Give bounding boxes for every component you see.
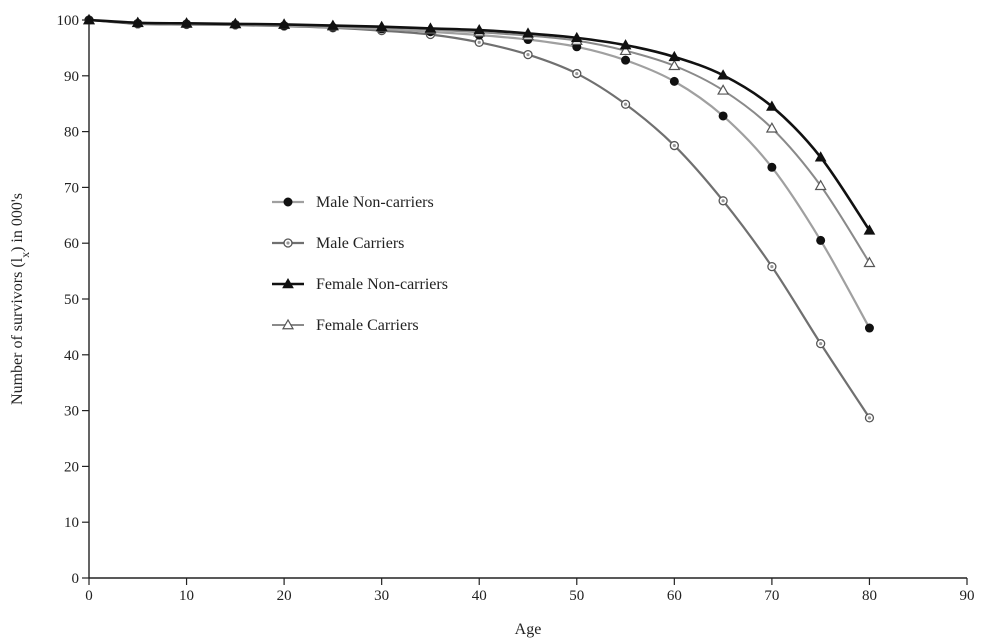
data-point-female-non-carriers	[814, 151, 827, 162]
series-female-carriers	[82, 13, 876, 268]
x-tick-label: 70	[764, 588, 779, 604]
legend-label: Male Non-carriers	[316, 194, 434, 211]
legend-marker-male-carriers-dot	[286, 241, 290, 245]
data-point-male-non-carriers	[767, 162, 777, 172]
x-tick-label: 60	[667, 588, 682, 604]
legend-marker-female-carriers	[281, 318, 295, 330]
data-point-male-non-carriers	[864, 323, 874, 333]
data-point-male-carriers	[620, 99, 631, 109]
data-point-male-carriers-dot	[623, 102, 628, 106]
data-point-male-carriers-dot	[770, 265, 774, 269]
data-point-male-non-carriers	[718, 111, 728, 121]
x-tick-label: 90	[960, 588, 975, 604]
series-female-non-carriers	[83, 13, 876, 235]
data-point-male-carriers-dot	[575, 71, 579, 76]
y-axis-title-pre: Number of survivors (l	[9, 257, 26, 405]
x-tick-label: 80	[862, 588, 877, 604]
data-point-male-carriers	[816, 338, 826, 349]
data-point-male-carriers-dot	[526, 52, 530, 57]
y-tick-label: 80	[64, 125, 79, 141]
data-point-male-non-carriers	[669, 76, 679, 86]
data-point-female-carriers	[668, 59, 681, 71]
y-axis-title-post: ) in 000's	[9, 193, 26, 252]
data-point-male-non-carriers	[816, 235, 826, 245]
y-axis-title-sub: x	[18, 252, 32, 258]
data-point-female-non-carriers	[473, 24, 486, 35]
data-point-female-carriers	[765, 122, 778, 133]
x-tick-label: 10	[179, 588, 194, 604]
y-tick-label: 40	[64, 348, 79, 364]
series-male-non-carriers	[84, 15, 874, 333]
series-line-male-non-carriers	[88, 18, 871, 329]
data-point-female-carriers	[717, 84, 730, 95]
x-tick-label: 20	[277, 588, 292, 604]
data-point-male-carriers	[523, 49, 533, 60]
data-point-male-carriers	[767, 261, 777, 272]
data-point-female-non-carriers	[522, 27, 534, 38]
axes: 0 10 20 30 40 50 60 70 80 90 100 0 10 20 30 40 50 60 70 80…	[57, 13, 975, 604]
data-point-male-carriers-dot	[867, 416, 872, 420]
data-point-female-non-carriers	[424, 22, 437, 33]
plot-series	[82, 13, 876, 423]
series-line-female-non-carriers	[88, 18, 871, 232]
y-tick-label: 30	[64, 404, 79, 420]
data-point-male-carriers	[864, 413, 875, 423]
data-point-female-non-carriers	[619, 39, 632, 50]
legend-item-male-carriers: Male Carriers	[272, 235, 404, 252]
y-tick-label: 50	[64, 292, 79, 308]
data-point-male-carriers-dot	[819, 342, 823, 346]
series-male-carriers	[84, 15, 875, 423]
data-point-female-non-carriers	[278, 18, 290, 29]
x-ticks: 0 10 20 30 40 50 60 70 80 90	[85, 578, 975, 604]
data-point-male-carriers	[718, 196, 728, 206]
data-point-female-non-carriers	[766, 100, 778, 111]
y-tick-label: 100	[57, 13, 80, 29]
data-point-male-carriers	[572, 68, 582, 79]
data-point-female-carriers	[619, 44, 632, 56]
legend-marker-male-carriers	[283, 238, 293, 248]
y-tick-label: 10	[64, 515, 79, 531]
legend-item-male-non-carriers: Male Non-carriers	[272, 194, 434, 211]
y-ticks: 0 10 20 30 40 50 60 70 80 90 100	[57, 13, 89, 587]
x-tick-label: 0	[85, 588, 93, 604]
y-tick-label: 90	[64, 69, 79, 85]
data-point-female-non-carriers	[83, 13, 95, 25]
legend-item-female-non-carriers: Female Non-carriers	[272, 276, 448, 293]
series-line-male-carriers	[88, 18, 871, 419]
data-point-female-non-carriers	[131, 16, 144, 28]
y-tick-label: 20	[64, 459, 79, 475]
data-point-female-non-carriers	[327, 19, 339, 30]
y-tick-label: 0	[72, 571, 80, 587]
data-point-female-carriers	[863, 256, 876, 268]
data-point-male-carriers	[669, 140, 679, 151]
data-point-female-carriers	[814, 179, 827, 191]
y-tick-label: 70	[64, 180, 79, 196]
legend-label: Male Carriers	[316, 235, 404, 252]
legend-label: Female Carriers	[316, 317, 419, 334]
x-tick-label: 50	[569, 588, 584, 604]
data-point-male-non-carriers	[621, 55, 631, 65]
legend-marker-male-non-carriers	[283, 197, 293, 207]
x-tick-label: 30	[374, 588, 389, 604]
data-point-female-non-carriers	[229, 17, 242, 29]
x-axis-title: Age	[515, 621, 542, 638]
data-point-female-non-carriers	[668, 50, 681, 62]
data-point-female-non-carriers	[570, 31, 583, 43]
legend: Male Non-carriers Male Carriers Female Non…	[272, 194, 448, 334]
y-tick-label: 60	[64, 236, 79, 252]
legend-marker-female-non-carriers	[282, 277, 294, 289]
series-line-female-carriers	[88, 19, 871, 264]
legend-item-female-carriers: Female Carriers	[272, 317, 419, 334]
x-tick-label: 40	[472, 588, 487, 604]
data-point-female-non-carriers	[180, 17, 193, 28]
data-point-male-carriers-dot	[721, 199, 725, 203]
data-point-female-non-carriers	[863, 224, 876, 235]
data-point-female-non-carriers	[375, 20, 388, 31]
data-point-male-carriers-dot	[672, 143, 676, 148]
data-point-female-non-carriers	[717, 69, 729, 80]
legend-label: Female Non-carriers	[316, 276, 448, 293]
y-axis-title: Number of survivors (lx) in 000's	[9, 193, 32, 405]
data-point-male-carriers-dot	[477, 40, 481, 44]
